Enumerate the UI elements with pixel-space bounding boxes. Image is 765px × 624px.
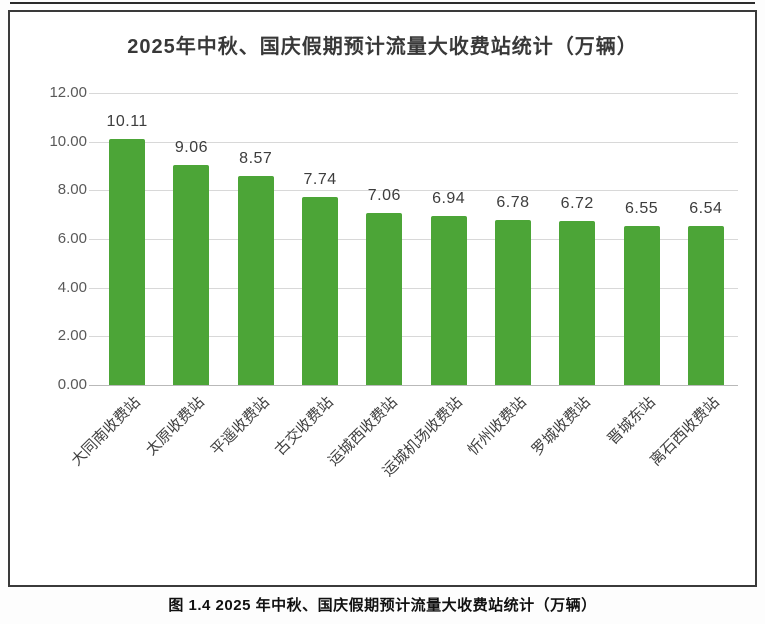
y-gridline [89,93,738,94]
x-axis-category-label: 离石西收费站 [646,393,723,470]
x-axis-category-label: 晋城东站 [603,393,659,449]
bar-罗城收费站 [559,221,596,385]
bar-value-label: 7.74 [303,170,337,188]
bar-value-label: 6.54 [689,199,723,217]
x-axis-category-label: 平遥收费站 [207,393,273,459]
x-axis-category-label: 大同南收费站 [68,393,144,470]
y-gridline [89,190,738,192]
chart-title: 2025年中秋、国庆假期预计流量大收费站统计（万辆） [127,36,638,58]
y-axis-tick-label: 2.00 [57,327,87,345]
y-gridline [89,141,738,143]
bar-晋城东站 [623,225,660,385]
bar-value-label: 7.06 [367,187,401,205]
x-axis-category-label: 运城机场收费站 [379,393,466,480]
page-top-rule [10,2,755,4]
y-axis-tick-label: 0.00 [57,376,87,393]
bar-value-label: 9.06 [174,138,208,156]
bar-value-label: 6.55 [624,199,659,217]
x-axis-category-label: 罗城收费站 [528,393,594,459]
x-axis-line [89,385,738,386]
bar-忻州收费站 [494,220,531,385]
y-gridline [89,239,738,240]
bar-离石西收费站 [687,225,724,385]
y-gridline [89,287,738,289]
bar-value-label: 6.78 [496,194,530,212]
chart-frame: 2025年中秋、国庆假期预计流量大收费站统计（万辆） 0.00 2.00 4.00 6… [8,10,757,587]
bar-运城机场收费站 [430,216,467,385]
bar-value-label: 6.94 [432,190,466,208]
y-axis-tick-label: 6.00 [57,230,87,247]
bar-value-label: 10.11 [106,112,148,130]
figure-caption: 图 1.4 2025 年中秋、国庆假期预计流量大收费站统计（万辆） [168,597,597,614]
bar-太原收费站 [173,164,210,385]
x-axis-category-label: 忻州收费站 [464,393,530,459]
y-axis-tick-label: 4.00 [57,278,87,296]
y-axis-tick-label: 8.00 [57,181,87,199]
y-gridline [89,336,738,338]
y-axis-tick-label: 12.00 [49,84,87,101]
bar-古交收费站 [302,196,339,385]
bar-平遥收费站 [237,176,274,385]
bar-value-label: 6.72 [560,195,594,213]
bar-大同南收费站 [109,138,146,385]
x-axis-category-label: 运城西收费站 [325,393,402,470]
bar-chart-plot-area: 0.00 2.00 4.00 6.00 8.00 10.00 12.00 10.11 大同南收费… [10,12,755,585]
bar-value-label: 8.57 [239,150,273,168]
x-axis-category-label: 太原收费站 [143,393,209,459]
y-axis-tick-label: 10.00 [49,132,87,150]
bar-运城西收费站 [366,213,403,385]
x-axis-category-label: 古交收费站 [271,393,337,459]
